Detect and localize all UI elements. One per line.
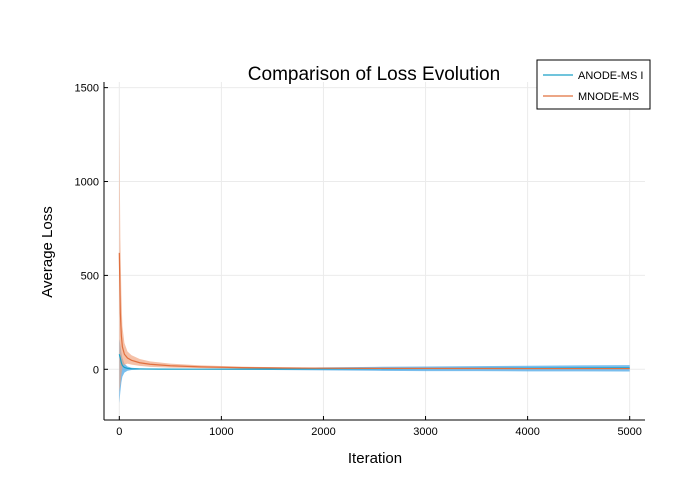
x-tick-label: 5000: [617, 426, 641, 438]
x-tick-label: 4000: [515, 426, 539, 438]
legend-label-mnode: MNODE-MS: [578, 91, 639, 103]
ticks: 0 1000 2000 3000 4000 5000 0 500 1000 1500: [75, 83, 642, 438]
legend-label-anode: ANODE-MS I: [578, 70, 643, 82]
y-tick-label: 500: [81, 270, 99, 282]
axes: [103, 82, 645, 421]
y-tick-label: 1000: [75, 177, 99, 189]
chart-title: Comparison of Loss Evolution: [248, 64, 500, 85]
series-band-mnode: [119, 115, 630, 392]
y-tick-label: 1500: [75, 83, 99, 95]
series-lines: [118, 252, 630, 370]
y-axis-label: Average Loss: [39, 206, 56, 297]
x-axis-label: Iteration: [348, 450, 402, 467]
y-tick-label: 0: [93, 364, 99, 376]
x-tick-label: 3000: [413, 426, 437, 438]
confidence-bands: [119, 115, 630, 404]
legend-box: [536, 59, 651, 110]
x-tick-label: 0: [116, 426, 122, 438]
legend: ANODE-MS I MNODE-MS: [536, 59, 651, 110]
series-line-mnode: [118, 252, 630, 370]
series-band-anode: [119, 339, 630, 404]
x-tick-label: 1000: [209, 426, 233, 438]
x-tick-label: 2000: [311, 426, 335, 438]
